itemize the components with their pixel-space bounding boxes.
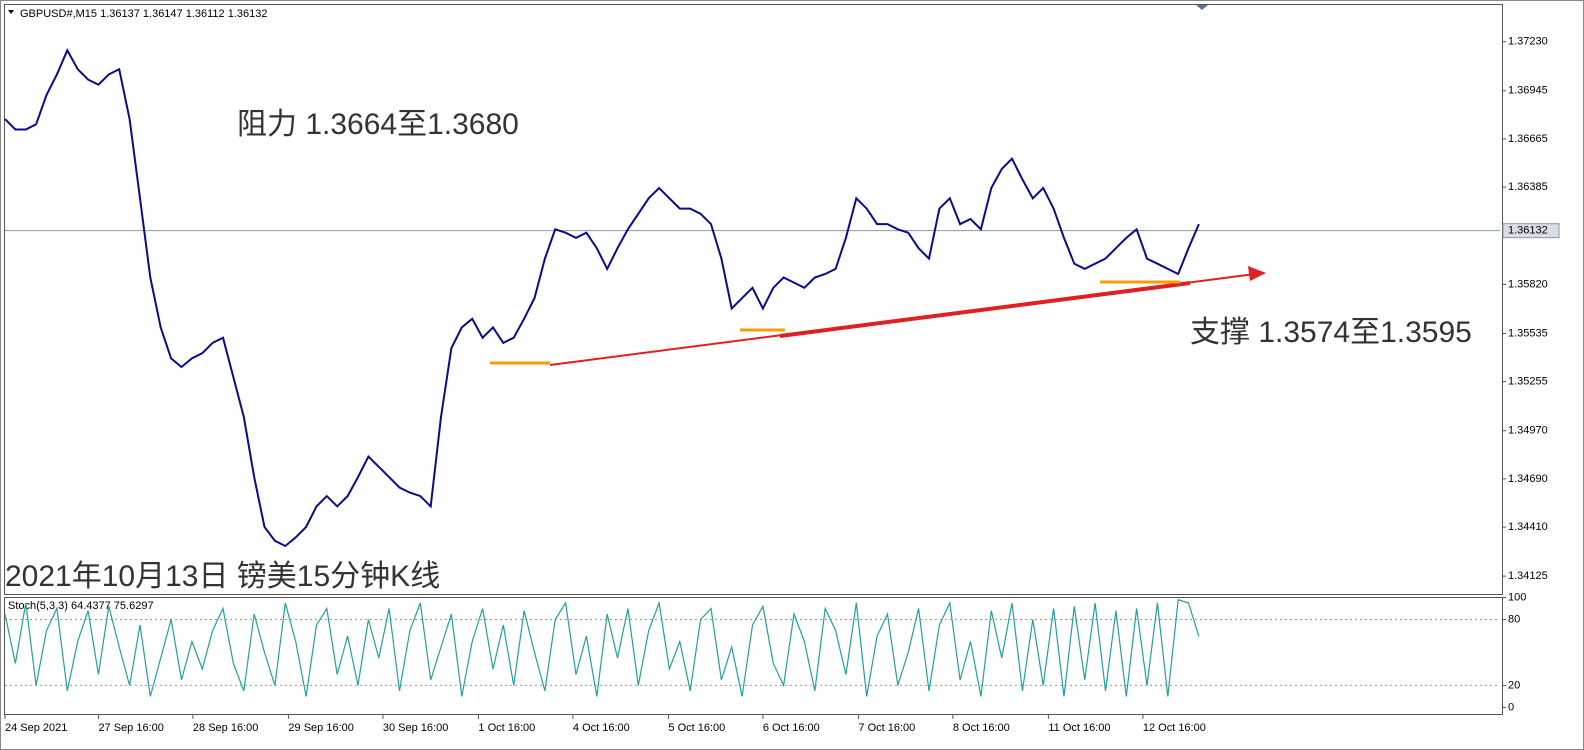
main-panel <box>4 4 1503 595</box>
shift-marker <box>1196 5 1208 10</box>
plot-layer: 1.37230 1.36945 1.36665 1.36385 1.35820 1.355… <box>4 36 1560 734</box>
y-tick-label: 1.36945 <box>1508 85 1548 97</box>
x-tick-label: 4 Oct 16:00 <box>573 722 630 734</box>
x-tick-label: 7 Oct 16:00 <box>858 722 915 734</box>
price-line <box>4 598 1200 697</box>
y-tick-label: 1.36665 <box>1508 133 1548 145</box>
y-tick-label: 1.36385 <box>1508 181 1548 193</box>
current-price-box <box>1502 223 1560 239</box>
y-tick-label: 0 <box>1508 701 1514 713</box>
price-line <box>4 48 1200 548</box>
y-tick-label: 100 <box>1508 591 1526 603</box>
resistance-note: 阻力 1.3664至1.3680 <box>237 108 519 141</box>
y-tick-label: 80 <box>1508 613 1520 625</box>
current-price-label: 1.36132 <box>1508 225 1548 237</box>
x-tick-label: 1 Oct 16:00 <box>478 722 535 734</box>
x-tick-label: 12 Oct 16:00 <box>1143 722 1206 734</box>
x-tick-label: 24 Sep 2021 <box>5 722 67 734</box>
x-tick-label: 5 Oct 16:00 <box>668 722 725 734</box>
x-tick-label: 28 Sep 16:00 <box>193 722 258 734</box>
y-tick-label: 1.34690 <box>1508 473 1548 485</box>
x-tick-label: 27 Sep 16:00 <box>98 722 163 734</box>
date-note: 2021年10月13日 镑美15分钟K线 <box>5 560 440 593</box>
symbol-header: GBPUSD#,M15 1.36137 1.36147 1.36112 1.36… <box>20 8 267 20</box>
stoch-header: Stoch(5,3,3) 64.4377 75.6297 <box>8 600 154 612</box>
y-tick-label: 1.34125 <box>1508 570 1548 582</box>
stoch-panel <box>4 597 1503 715</box>
y-tick-label: 1.34970 <box>1508 425 1548 437</box>
y-tick-label: 1.35255 <box>1508 376 1548 388</box>
x-tick-label: 11 Oct 16:00 <box>1048 722 1110 734</box>
menu-arrow <box>8 10 14 14</box>
y-tick-label: 1.35535 <box>1508 327 1548 339</box>
x-tick-label: 6 Oct 16:00 <box>763 722 820 734</box>
y-tick-label: 1.35820 <box>1508 278 1548 290</box>
y-tick-label: 1.37230 <box>1508 36 1548 48</box>
y-tick-label: 1.34410 <box>1508 521 1548 533</box>
trend-line-bold <box>779 281 1191 338</box>
x-tick-label: 30 Sep 16:00 <box>383 722 448 734</box>
x-tick-label: 8 Oct 16:00 <box>953 722 1010 734</box>
trend-arrow <box>1248 266 1266 281</box>
y-tick-label: 20 <box>1508 679 1520 691</box>
support-note: 支撑 1.3574至1.3595 <box>1190 316 1472 349</box>
x-tick-label: 29 Sep 16:00 <box>288 722 353 734</box>
